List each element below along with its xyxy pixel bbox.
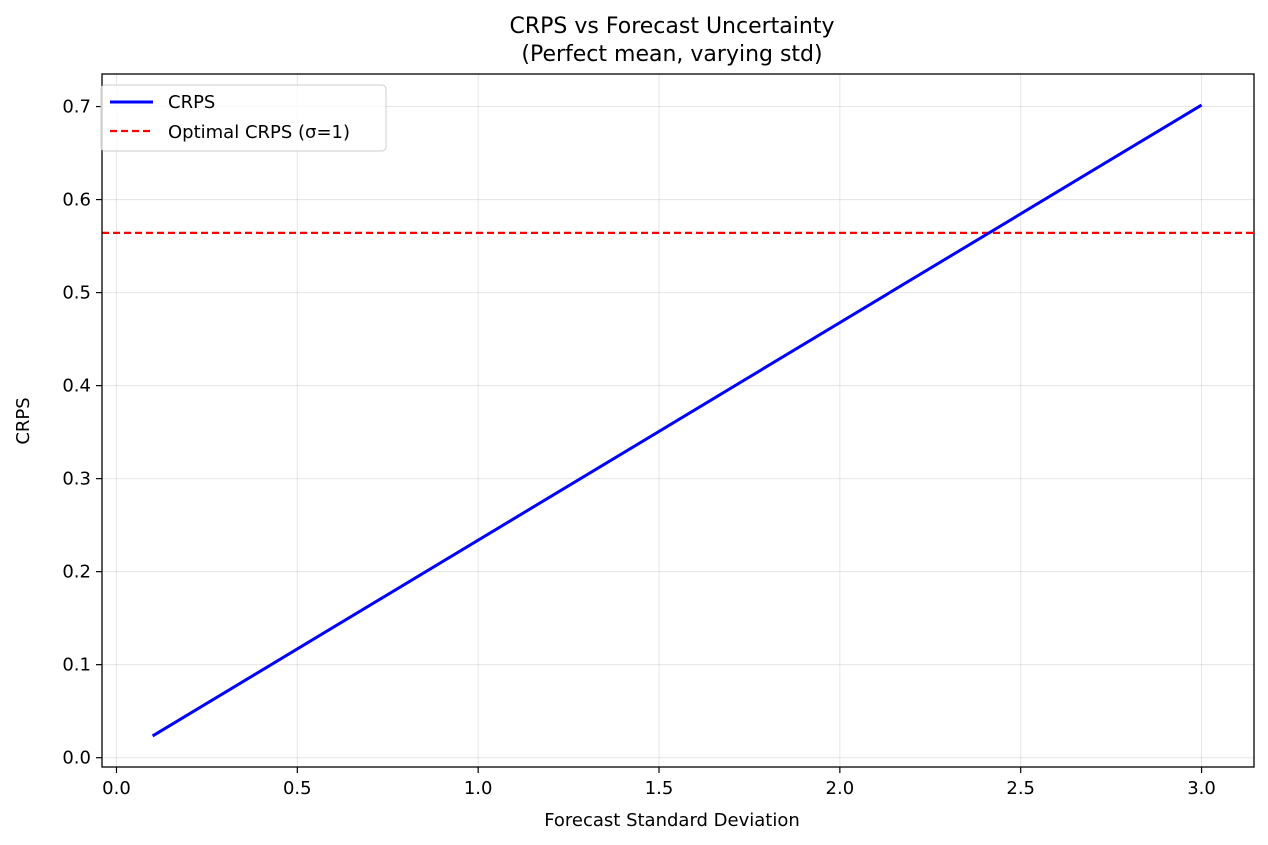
x-tick-label: 1.0 [464,778,493,799]
y-tick-label: 0.4 [62,376,91,397]
legend-label-optimal-crps: Optimal CRPS (σ=1) [168,122,350,143]
x-tick-label: 2.0 [826,778,855,799]
crps-series-line [151,103,1203,738]
legend-label-crps: CRPS [168,92,215,113]
y-tick-label: 0.2 [62,562,91,583]
y-tick-label: 0.1 [62,655,91,676]
chart-title: CRPS vs Forecast Uncertainty [510,14,835,39]
x-tick-label: 0.5 [283,778,312,799]
axes-frame [101,73,1255,768]
grid [102,74,1254,767]
chart-subtitle: (Perfect mean, varying std) [521,42,822,67]
plot-area [102,103,1254,738]
x-tick-label: 3.0 [1187,778,1216,799]
y-axis-label: CRPS [13,397,34,444]
legend: CRPS Optimal CRPS (σ=1) [100,84,387,152]
x-tick-label: 0.0 [102,778,131,799]
x-tick-label: 1.5 [645,778,674,799]
y-tick-label: 0.5 [62,283,91,304]
y-tick-label: 0.7 [62,97,91,118]
x-tick-label: 2.5 [1006,778,1035,799]
y-tick-label: 0.0 [62,748,91,769]
axis-ticks: 0.0 0.5 1.0 1.5 2.0 2.5 3.0 0.0 0.1 0.2 0.3 0.4 0.5 0… [62,97,1216,799]
x-axis-label: Forecast Standard Deviation [544,810,800,831]
legend-box [100,84,387,152]
y-tick-label: 0.3 [62,469,91,490]
y-tick-label: 0.6 [62,190,91,211]
